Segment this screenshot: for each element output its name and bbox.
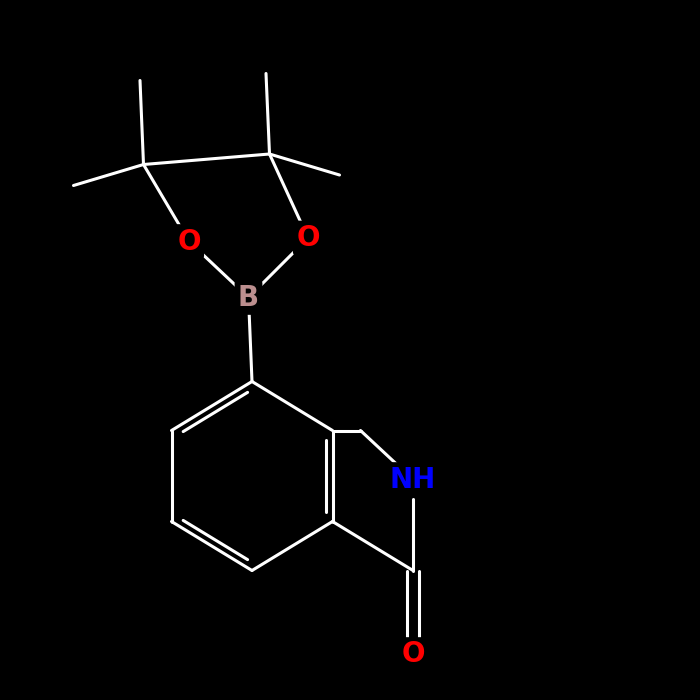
Text: O: O — [296, 224, 320, 252]
Text: O: O — [177, 228, 201, 256]
Text: B: B — [238, 284, 259, 312]
Text: O: O — [401, 640, 425, 668]
Text: NH: NH — [390, 466, 436, 493]
